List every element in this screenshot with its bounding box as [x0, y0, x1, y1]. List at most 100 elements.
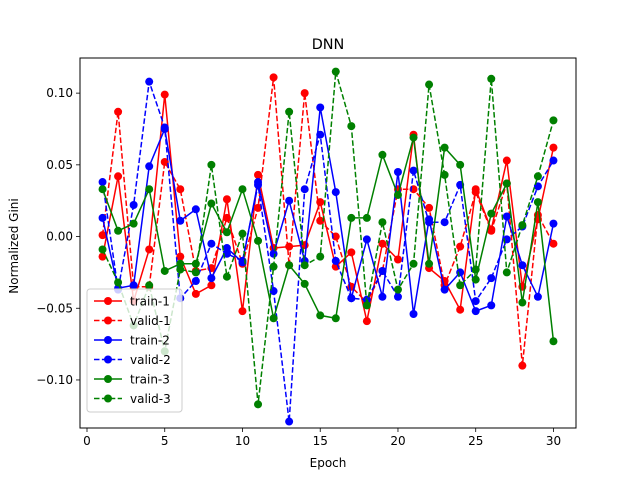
- legend-label: train-2: [130, 334, 170, 348]
- data-point-train-2: [409, 309, 418, 318]
- y-tick-label: −0.10: [36, 373, 73, 387]
- data-point-valid-3: [331, 67, 340, 76]
- data-point-train-1: [222, 195, 231, 204]
- data-point-valid-1: [269, 73, 278, 82]
- legend-entry: valid-2: [94, 353, 171, 367]
- data-point-train-2: [316, 103, 325, 112]
- data-point-train-3: [518, 298, 527, 307]
- data-point-train-2: [98, 213, 107, 222]
- data-point-valid-3: [238, 229, 247, 238]
- data-point-valid-2: [549, 156, 558, 165]
- data-point-train-3: [269, 314, 278, 323]
- data-point-train-2: [518, 261, 527, 270]
- data-point-valid-3: [409, 259, 418, 268]
- data-point-valid-3: [285, 107, 294, 116]
- data-point-valid-3: [222, 272, 231, 281]
- data-point-train-3: [409, 133, 418, 142]
- data-point-valid-3: [207, 160, 216, 169]
- data-point-valid-3: [440, 170, 449, 179]
- data-point-valid-1: [549, 239, 558, 248]
- data-point-train-1: [456, 305, 465, 314]
- data-point-train-1: [98, 252, 107, 261]
- data-point-train-2: [378, 292, 387, 301]
- data-point-train-3: [440, 143, 449, 152]
- data-point-valid-2: [440, 218, 449, 227]
- data-point-valid-1: [331, 232, 340, 241]
- data-point-train-3: [238, 185, 247, 194]
- data-point-valid-1: [114, 107, 123, 116]
- data-point-valid-1: [300, 89, 309, 98]
- data-point-valid-3: [145, 281, 154, 290]
- y-tick-label: 0.05: [46, 158, 73, 172]
- axis-ticks: 0 5 10 15 20 25 30 −0.10 −0.05 0.00 0.05 0.10: [36, 86, 561, 448]
- legend-label: valid-1: [130, 314, 171, 328]
- data-point-valid-1: [471, 188, 480, 197]
- legend-label: valid-3: [130, 392, 171, 406]
- data-point-train-3: [502, 179, 511, 188]
- data-point-train-2: [176, 216, 185, 225]
- data-point-valid-1: [254, 203, 263, 212]
- data-point-valid-2: [378, 266, 387, 275]
- y-tick-label: −0.05: [36, 301, 73, 315]
- legend-marker: [104, 297, 112, 305]
- y-axis-label: Normalized Gini: [7, 198, 21, 293]
- data-point-train-1: [285, 242, 294, 251]
- data-point-valid-3: [269, 262, 278, 271]
- x-tick-label: 10: [235, 434, 250, 448]
- data-point-train-1: [207, 281, 216, 290]
- data-point-train-3: [533, 198, 542, 207]
- legend-entry: train-3: [94, 373, 170, 387]
- data-point-valid-3: [300, 261, 309, 270]
- legend-label: valid-2: [130, 353, 171, 367]
- data-point-train-3: [549, 337, 558, 346]
- data-point-valid-2: [160, 123, 169, 132]
- data-point-train-3: [471, 275, 480, 284]
- x-axis-label: Epoch: [310, 456, 347, 470]
- data-point-valid-1: [222, 213, 231, 222]
- legend-marker: [104, 355, 112, 364]
- data-point-train-2: [502, 212, 511, 221]
- data-point-valid-1: [487, 226, 496, 235]
- data-point-train-3: [378, 150, 387, 159]
- data-point-valid-1: [518, 361, 527, 370]
- data-point-valid-2: [129, 201, 138, 209]
- data-point-train-3: [191, 259, 200, 268]
- data-point-train-3: [300, 279, 309, 288]
- data-point-train-3: [285, 261, 294, 270]
- data-point-train-2: [393, 168, 402, 177]
- data-point-valid-3: [502, 268, 511, 277]
- data-point-valid-2: [331, 256, 340, 265]
- data-point-valid-2: [285, 417, 294, 426]
- data-point-train-3: [316, 311, 325, 320]
- data-point-valid-3: [254, 400, 263, 409]
- series-valid-3: [98, 67, 558, 409]
- data-point-valid-3: [191, 268, 200, 277]
- x-tick-label: 5: [161, 434, 169, 448]
- data-point-train-2: [533, 292, 542, 301]
- data-point-train-1: [254, 170, 263, 179]
- data-point-train-3: [331, 314, 340, 323]
- series-line-valid-3: [101, 71, 555, 405]
- data-point-train-1: [176, 252, 185, 261]
- data-point-train-2: [129, 281, 138, 290]
- data-point-train-3: [362, 213, 371, 222]
- data-point-valid-2: [300, 185, 309, 194]
- data-point-valid-2: [409, 166, 418, 175]
- data-point-train-2: [191, 205, 200, 214]
- series-line-train-1: [101, 94, 555, 322]
- data-point-valid-3: [487, 74, 496, 83]
- data-point-train-2: [331, 188, 340, 197]
- data-point-train-1: [114, 172, 123, 181]
- data-point-valid-3: [456, 281, 465, 290]
- data-point-valid-1: [425, 203, 434, 212]
- data-point-train-1: [238, 307, 247, 316]
- data-point-valid-2: [254, 180, 263, 189]
- data-point-train-3: [98, 185, 107, 194]
- x-tick-label: 0: [83, 434, 91, 448]
- data-point-valid-3: [518, 221, 527, 230]
- data-point-train-1: [362, 317, 371, 326]
- data-point-valid-2: [487, 274, 496, 283]
- data-point-valid-2: [316, 130, 325, 139]
- data-point-valid-3: [114, 278, 123, 287]
